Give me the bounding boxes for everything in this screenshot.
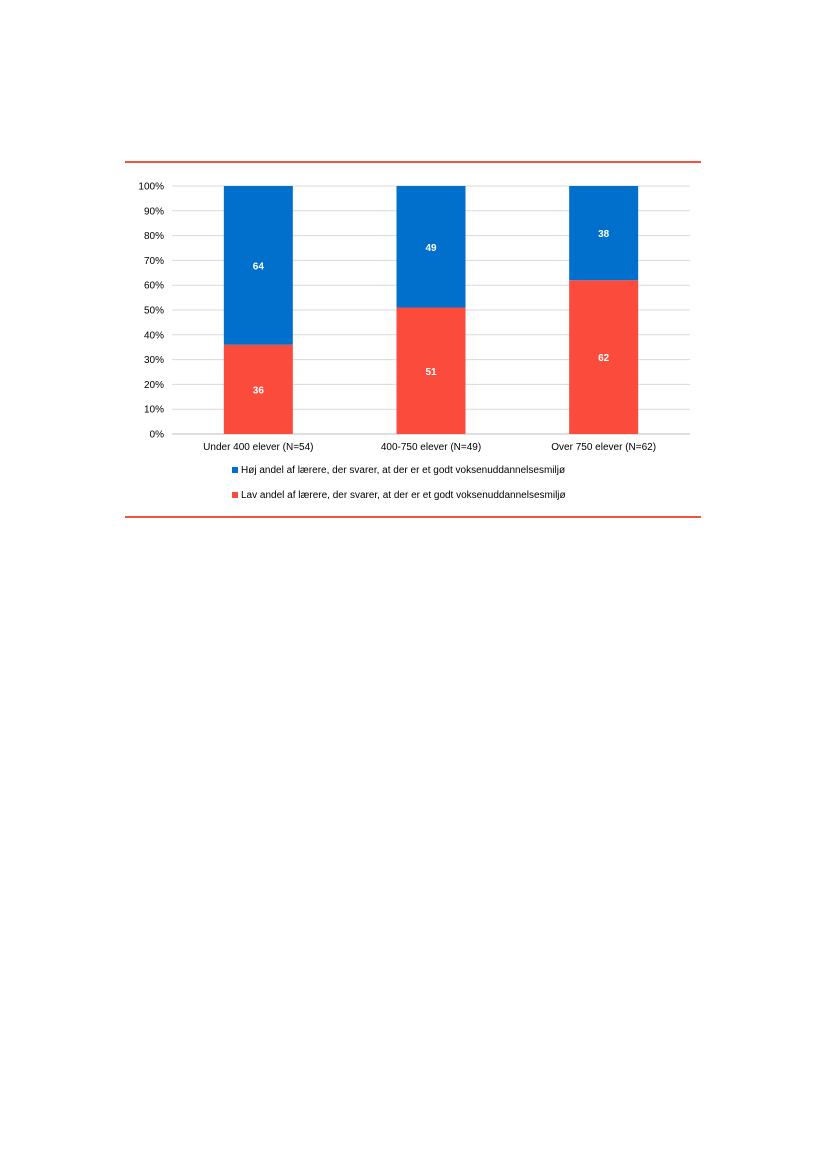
bar-segment-high [223, 186, 293, 345]
stacked-bar-chart: 0% 10% 20% 30% 40% 50% 60% 70% 80% 90% 100% 36 64 Und… [138, 182, 690, 453]
y-tick-label: 40% [144, 330, 164, 341]
legend-swatch-low [232, 492, 238, 498]
y-tick-label: 70% [144, 256, 164, 267]
data-label: 64 [253, 261, 265, 272]
x-tick-label: Over 750 elever (N=62) [551, 442, 656, 453]
x-tick-label: Under 400 elever (N=54) [203, 442, 313, 453]
bar-segment-low [569, 280, 639, 434]
legend-swatch-high [232, 467, 238, 473]
data-label: 49 [425, 243, 437, 254]
y-tick-label: 60% [144, 281, 164, 292]
legend-label-low: Lav andel af lærere, der svarer, at der … [241, 489, 566, 501]
y-tick-label: 0% [150, 430, 165, 441]
y-tick-label: 50% [144, 306, 164, 317]
data-label: 36 [253, 385, 265, 396]
y-tick-label: 30% [144, 355, 164, 366]
y-tick-label: 100% [138, 182, 164, 193]
bar-segment-low [396, 307, 466, 434]
data-label: 38 [598, 229, 610, 240]
x-tick-label: 400-750 elever (N=49) [381, 442, 481, 453]
y-tick-label: 80% [144, 231, 164, 242]
bar-segment-low [223, 344, 293, 434]
data-label: 51 [425, 367, 437, 378]
y-tick-label: 20% [144, 380, 164, 391]
legend-item-high: Høj andel af lærere, der svarer, at der … [232, 463, 566, 477]
bar-segment-high [396, 186, 466, 308]
bar-segment-high [569, 186, 639, 281]
legend-label-high: Høj andel af lærere, der svarer, at der … [241, 464, 566, 476]
bottom-divider [125, 516, 701, 518]
y-tick-label: 10% [144, 405, 164, 416]
chart-legend: Høj andel af lærere, der svarer, at der … [232, 463, 566, 513]
top-divider [125, 161, 701, 163]
y-tick-label: 90% [144, 206, 164, 217]
data-label: 62 [598, 353, 610, 364]
legend-item-low: Lav andel af lærere, der svarer, at der … [232, 488, 566, 502]
